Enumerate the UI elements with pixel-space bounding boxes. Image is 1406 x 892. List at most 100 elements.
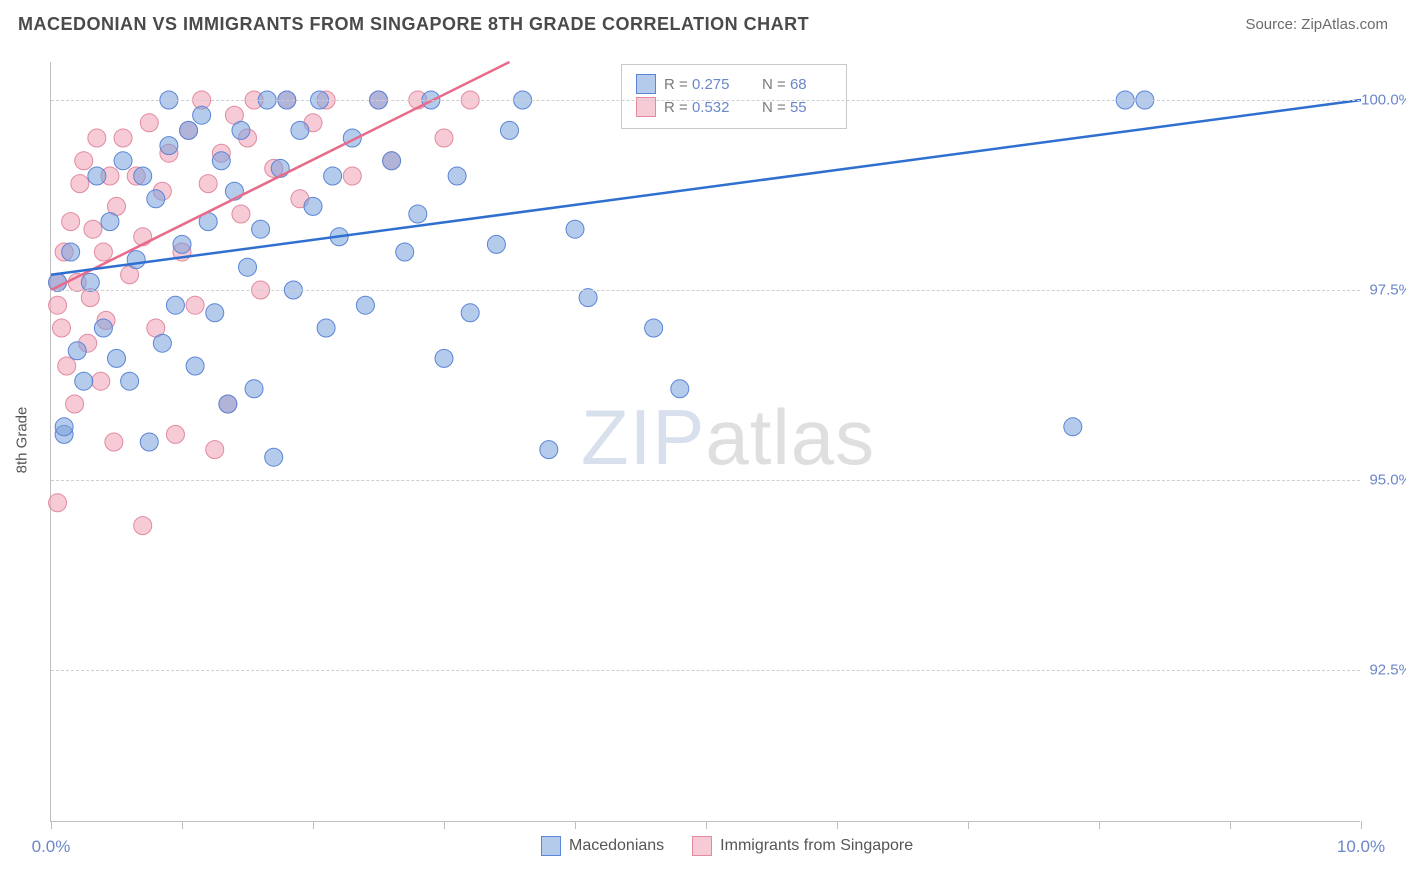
x-tick: [1230, 821, 1231, 829]
data-point: [140, 114, 158, 132]
x-tick: [1361, 821, 1362, 829]
x-tick-label: 0.0%: [32, 837, 71, 857]
data-point: [114, 152, 132, 170]
data-point: [232, 121, 250, 139]
y-axis-label: 8th Grade: [14, 407, 31, 474]
chart-root: MACEDONIAN VS IMMIGRANTS FROM SINGAPORE …: [0, 0, 1406, 892]
data-point: [94, 243, 112, 261]
data-point: [114, 129, 132, 147]
data-point: [88, 129, 106, 147]
y-tick-label: 95.0%: [1352, 472, 1406, 489]
data-point: [304, 197, 322, 215]
data-point: [265, 448, 283, 466]
data-point: [232, 205, 250, 223]
data-point: [140, 433, 158, 451]
data-point: [186, 357, 204, 375]
legend-row-blue: R = 0.275 N = 68: [636, 74, 832, 94]
series-name-pink: Immigrants from Singapore: [720, 837, 913, 855]
x-tick-label: 10.0%: [1337, 837, 1385, 857]
x-tick: [1099, 821, 1100, 829]
data-point: [52, 319, 70, 337]
data-point: [92, 372, 110, 390]
title-row: MACEDONIAN VS IMMIGRANTS FROM SINGAPORE …: [18, 14, 1388, 35]
swatch-blue: [636, 74, 656, 94]
data-point: [324, 167, 342, 185]
data-point: [356, 296, 374, 314]
data-point: [101, 213, 119, 231]
x-tick: [51, 821, 52, 829]
legend-correlation: R = 0.275 N = 68 R = 0.532 N = 55: [621, 64, 847, 129]
y-tick-label: 100.0%: [1352, 92, 1406, 109]
data-point: [58, 357, 76, 375]
n-label-blue: N = 68: [762, 76, 832, 93]
source-label: Source: ZipAtlas.com: [1245, 16, 1388, 33]
plot-area: ZIPatlas R = 0.275 N = 68 R = 0.532 N = …: [50, 62, 1360, 822]
data-point: [68, 342, 86, 360]
legend-series-pink: Immigrants from Singapore: [692, 836, 913, 856]
data-point: [186, 296, 204, 314]
x-tick: [706, 821, 707, 829]
data-point: [448, 167, 466, 185]
chart-svg: [51, 62, 1360, 821]
data-point: [487, 235, 505, 253]
data-point: [134, 167, 152, 185]
data-point: [71, 175, 89, 193]
data-point: [121, 372, 139, 390]
data-point: [219, 395, 237, 413]
x-tick: [968, 821, 969, 829]
data-point: [501, 121, 519, 139]
data-point: [49, 296, 67, 314]
data-point: [55, 418, 73, 436]
data-point: [396, 243, 414, 261]
data-point: [88, 167, 106, 185]
gridline: [51, 480, 1360, 481]
data-point: [461, 304, 479, 322]
data-point: [49, 494, 67, 512]
data-point: [206, 441, 224, 459]
data-point: [81, 273, 99, 291]
data-point: [75, 152, 93, 170]
legend-series-blue: Macedonians: [541, 836, 664, 856]
data-point: [147, 190, 165, 208]
data-point: [66, 395, 84, 413]
n-label-pink: N = 55: [762, 99, 832, 116]
data-point: [180, 121, 198, 139]
r-label-blue: R = 0.275: [664, 76, 754, 93]
data-point: [579, 289, 597, 307]
data-point: [245, 380, 263, 398]
gridline: [51, 670, 1360, 671]
data-point: [94, 319, 112, 337]
gridline: [51, 290, 1360, 291]
data-point: [75, 372, 93, 390]
swatch-blue-icon: [541, 836, 561, 856]
data-point: [62, 213, 80, 231]
data-point: [166, 296, 184, 314]
data-point: [134, 517, 152, 535]
data-point: [383, 152, 401, 170]
data-point: [317, 319, 335, 337]
data-point: [291, 121, 309, 139]
x-tick: [313, 821, 314, 829]
data-point: [671, 380, 689, 398]
data-point: [239, 258, 257, 276]
data-point: [409, 205, 427, 223]
x-tick: [575, 821, 576, 829]
y-tick-label: 92.5%: [1352, 662, 1406, 679]
gridline: [51, 100, 1360, 101]
chart-title: MACEDONIAN VS IMMIGRANTS FROM SINGAPORE …: [18, 14, 809, 35]
data-point: [105, 433, 123, 451]
data-point: [84, 220, 102, 238]
data-point: [343, 167, 361, 185]
data-point: [435, 129, 453, 147]
data-point: [108, 349, 126, 367]
data-point: [173, 235, 191, 253]
data-point: [540, 441, 558, 459]
swatch-pink-icon: [692, 836, 712, 856]
data-point: [252, 220, 270, 238]
y-tick-label: 97.5%: [1352, 282, 1406, 299]
data-point: [193, 106, 211, 124]
data-point: [127, 251, 145, 269]
x-tick: [837, 821, 838, 829]
series-name-blue: Macedonians: [569, 837, 664, 855]
legend-series: Macedonians Immigrants from Singapore: [541, 833, 913, 859]
